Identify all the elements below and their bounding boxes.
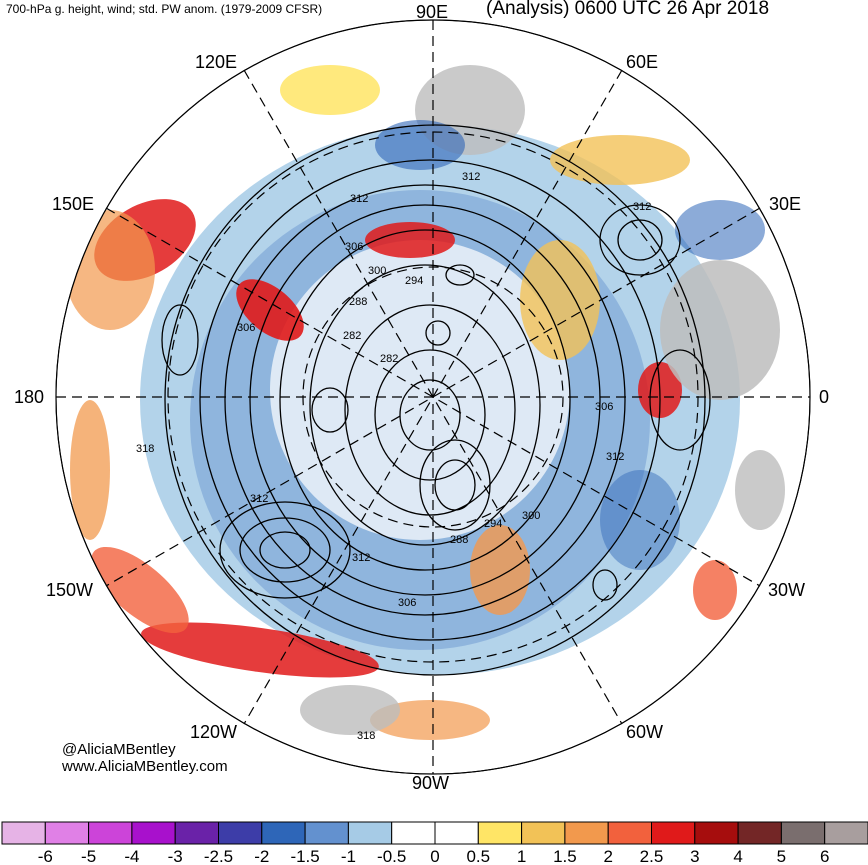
- colorbar-tick-label: -6: [38, 847, 53, 865]
- colorbar-tick-label: -4: [124, 847, 139, 865]
- colorbar-swatch: [434, 821, 479, 845]
- colorbar-swatch: [1, 821, 46, 845]
- colorbar-tick-label: -0.5: [377, 847, 406, 865]
- contour-labels: 312 312 312 312 306 300 294 288 282 282 …: [136, 171, 651, 742]
- twitter-credit: @AliciaMBentley: [62, 741, 176, 758]
- colorbar-swatch: [261, 821, 306, 845]
- colorbar-swatch: [780, 821, 826, 845]
- polar-map: 90E 60E 30E 0 30W 60W 90W 120W 150W 180 …: [14, 2, 829, 793]
- lon-label-60w: 60W: [626, 722, 663, 742]
- contour-label: 318: [357, 730, 375, 742]
- colorbar-swatch: [347, 821, 393, 845]
- lon-label-90w: 90W: [412, 773, 449, 793]
- lon-label-120e: 120E: [195, 52, 237, 72]
- contour-label: 300: [368, 265, 386, 277]
- colorbar-swatch: [607, 821, 653, 845]
- colorbar-tick-label: 0.5: [466, 847, 490, 865]
- lon-label-180: 180: [14, 387, 44, 407]
- contour-label: 288: [349, 296, 367, 308]
- colorbar: -6 -5 -4 -3 -2.5 -2 -1.5 -1 -0.5 0 0.5 1 1.5 2 2.5 3 4 5 6: [1, 821, 868, 865]
- contour-label: 312: [250, 493, 268, 505]
- lon-label-120w: 120W: [190, 722, 237, 742]
- colorbar-swatch: [88, 821, 133, 845]
- colorbar-tick-label: 0: [430, 847, 439, 865]
- contour-label: 312: [633, 201, 651, 213]
- colorbar-swatch: [521, 821, 566, 845]
- contour-label: 282: [343, 330, 361, 342]
- colorbar-swatch: [218, 821, 263, 845]
- colorbar-swatch: [564, 821, 609, 845]
- lon-label-0: 0: [819, 387, 829, 407]
- longitude-labels: 90E 60E 30E 0 30W 60W 90W 120W 150W 180 …: [14, 2, 829, 793]
- contour-label: 306: [595, 401, 613, 413]
- contour-label: 312: [350, 193, 368, 205]
- lon-label-60e: 60E: [626, 52, 658, 72]
- colorbar-tick-labels: -6 -5 -4 -3 -2.5 -2 -1.5 -1 -0.5 0 0.5 1 1.5 2 2.5 3 4 5 6: [38, 847, 830, 865]
- graticule: [56, 20, 810, 774]
- colorbar-swatch: [174, 821, 219, 845]
- contour-label: 306: [345, 241, 363, 253]
- colorbar-tick-label: 4: [733, 847, 742, 865]
- colorbar-tick-label: 6: [820, 847, 829, 865]
- colorbar-tick-label: -5: [81, 847, 96, 865]
- analysis-time: (Analysis) 0600 UTC 26 Apr 2018: [486, 0, 770, 19]
- colorbar-tick-label: 5: [777, 847, 786, 865]
- colorbar-swatch: [391, 821, 436, 845]
- contour-label: 306: [237, 322, 255, 334]
- colorbar-swatch: [694, 821, 739, 845]
- colorbar-swatch: [131, 821, 176, 845]
- contour-label: 294: [405, 275, 423, 287]
- lon-label-30w: 30W: [768, 580, 805, 600]
- colorbar-swatch: [477, 821, 523, 845]
- contour-label: 300: [522, 510, 540, 522]
- contour-label: 294: [484, 518, 502, 530]
- contour-label: 312: [606, 451, 624, 463]
- colorbar-tick-label: 1.5: [553, 847, 577, 865]
- height-contours: [161, 124, 711, 676]
- lon-label-150w: 150W: [46, 580, 93, 600]
- contour-label: 306: [398, 597, 416, 609]
- colorbar-swatch: [304, 821, 349, 845]
- colorbar-tick-label: 2.5: [640, 847, 664, 865]
- colorbar-tick-label: 1: [517, 847, 526, 865]
- colorbar-swatch: [824, 821, 868, 845]
- website-credit: www.AliciaMBentley.com: [62, 758, 228, 775]
- contour-label: 312: [462, 171, 480, 183]
- colorbar-swatches: [1, 821, 868, 845]
- contour-label: 312: [352, 552, 370, 564]
- colorbar-tick-label: -1: [341, 847, 356, 865]
- colorbar-tick-label: -1.5: [290, 847, 319, 865]
- colorbar-tick-label: 2: [603, 847, 612, 865]
- lon-label-30e: 30E: [769, 194, 801, 214]
- colorbar-swatch: [651, 821, 696, 845]
- contour-label: 282: [380, 353, 398, 365]
- colorbar-tick-label: -3: [168, 847, 183, 865]
- map-title: 700-hPa g. height, wind; std. PW anom. (…: [6, 2, 323, 16]
- lon-label-90e: 90E: [416, 2, 448, 22]
- colorbar-swatch: [44, 821, 90, 845]
- contour-label: 288: [450, 534, 468, 546]
- colorbar-swatch: [737, 821, 782, 845]
- lon-label-150e: 150E: [52, 194, 94, 214]
- colorbar-tick-label: 3: [690, 847, 699, 865]
- colorbar-tick-label: -2.5: [204, 847, 233, 865]
- contour-label: 318: [136, 443, 154, 455]
- colorbar-tick-label: -2: [254, 847, 269, 865]
